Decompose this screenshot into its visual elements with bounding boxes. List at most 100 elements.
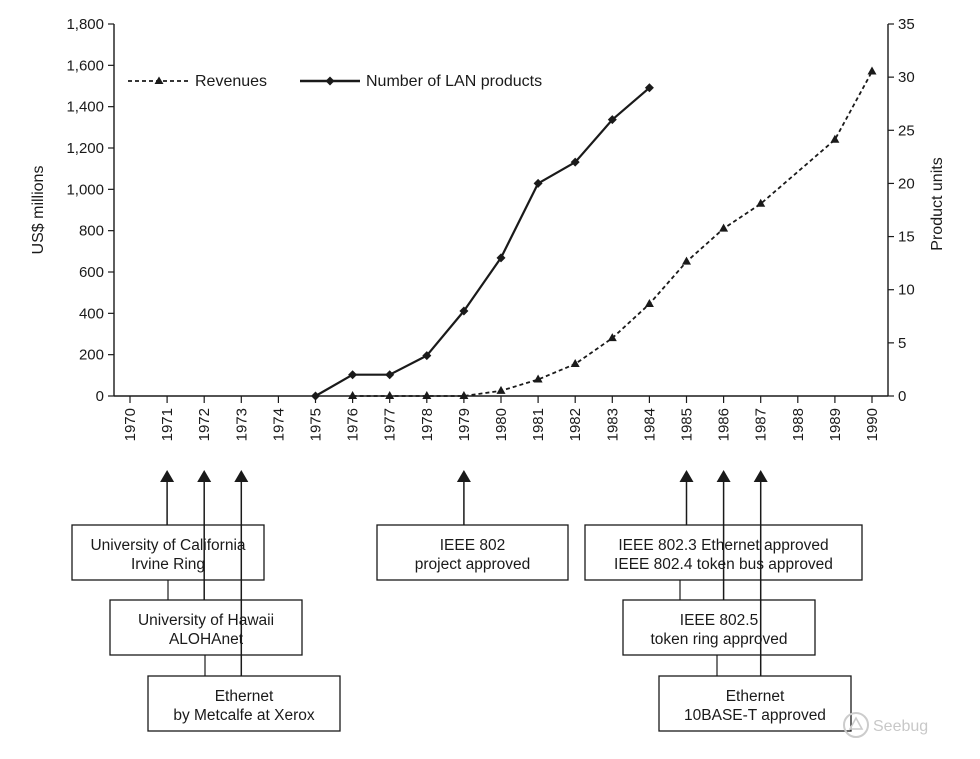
x-tick-label: 1977 [382,408,399,441]
event-text: 10BASE-T approved [684,707,826,724]
revenue-point [867,66,877,75]
revenue-point [644,299,654,308]
event-text: IEEE 802 [440,537,506,554]
revenue-point [719,223,729,232]
left-tick-label: 0 [96,388,104,405]
lan-products-point [570,157,580,167]
revenue-point [830,134,840,143]
lan-products-point [533,178,543,188]
event-text: Ethernet [215,688,274,705]
lan-products-point [644,83,654,93]
event-box [71,524,265,581]
up-arrow-icon [197,470,212,482]
x-tick-label: 1986 [716,408,733,441]
event-hawaii-alohanet: University of Hawaii ALOHAnet [109,470,303,656]
right-tick-label: 15 [898,229,915,246]
revenue-point [682,256,691,265]
right-tick-label: 10 [898,282,915,299]
x-tick-label: 1973 [233,408,250,441]
lan-products-point [385,370,395,380]
x-tick-label: 1979 [456,408,473,441]
event-text: by Metcalfe at Xerox [173,707,315,724]
revenue-point [570,358,580,367]
lan-products-point [459,306,469,316]
revenue-point [756,198,766,207]
lan-products-point [311,391,320,401]
x-tick-label: 1975 [308,408,325,441]
revenue-point [607,333,617,342]
revenue-point [459,391,469,399]
event-text: project approved [415,556,530,573]
x-tick-label: 1983 [604,408,621,441]
event-text: ALOHAnet [169,631,244,648]
lan-products-point [607,115,617,125]
x-tick-label: 1990 [864,408,881,441]
event-text: IEEE 802.5 [680,612,758,629]
left-tick-label: 400 [79,305,104,322]
x-tick-label: 1982 [567,408,584,441]
right-tick-label: 5 [898,335,906,352]
event-box [147,675,341,732]
revenue-point [348,391,358,399]
right-axis-title: Product units [929,157,946,250]
x-tick-label: 1980 [493,408,510,441]
legend: Revenues Number of LAN products [128,73,542,90]
lan-products-point [496,253,506,263]
legend-lan-marker [325,76,335,86]
revenues-line [352,71,873,397]
event-box [109,599,303,656]
left-axis-title: US$ millions [30,166,47,255]
x-tick-label: 1976 [345,408,362,441]
up-arrow-icon [679,470,694,482]
event-text: Ethernet [726,688,785,705]
x-tick-label: 1981 [530,408,547,441]
up-arrow-icon [160,470,175,482]
event-ieee-8025: IEEE 802.5 token ring approved [622,470,816,656]
watermark: Seebug [843,712,928,738]
event-text: University of California [90,537,245,554]
revenue-point [385,391,395,399]
up-arrow-icon [716,470,731,482]
x-tick-label: 1984 [641,408,658,441]
x-tick-label: 1988 [790,408,807,441]
left-tick-label: 1,400 [66,99,104,116]
revenue-point [496,385,506,394]
right-tick-label: 25 [898,122,915,139]
up-arrow-icon [456,470,471,482]
right-tick-label: 30 [898,69,915,86]
event-text: University of Hawaii [138,612,274,629]
x-tick-label: 1970 [122,408,139,441]
event-ieee-802: IEEE 802 project approved [376,470,569,581]
legend-revenues-label: Revenues [195,73,267,90]
x-tick-label: 1987 [753,408,770,441]
left-tick-label: 1,200 [66,140,104,157]
event-uc-irvine-ring: University of California Irvine Ring [71,470,265,581]
x-tick-label: 1978 [419,408,436,441]
event-box [622,599,816,656]
ticks-layer: 0 200 400 600 800 1,000 1,200 1,400 1,600 1,800 0 5… [66,16,914,441]
lan-products-point [348,370,358,380]
legend-revenues-marker [154,76,164,84]
left-tick-label: 1,600 [66,57,104,74]
right-tick-label: 20 [898,175,915,192]
x-tick-label: 1972 [196,408,213,441]
left-tick-label: 600 [79,264,104,281]
left-tick-label: 1,000 [66,181,104,198]
x-tick-label: 1971 [159,408,176,441]
event-box [376,524,569,581]
left-tick-label: 1,800 [66,16,104,33]
left-tick-label: 800 [79,223,104,240]
event-text: token ring approved [650,631,787,648]
series-layer [311,66,877,401]
event-box [658,675,852,732]
revenue-point [422,391,432,399]
event-10baset: Ethernet 10BASE-T approved [658,470,852,732]
right-tick-label: 0 [898,388,906,405]
lan-products-point [422,351,432,361]
event-text: Irvine Ring [131,556,205,573]
event-ethernet-xerox: Ethernet by Metcalfe at Xerox [147,470,341,732]
x-tick-label: 1989 [827,408,844,441]
up-arrow-icon [753,470,768,482]
